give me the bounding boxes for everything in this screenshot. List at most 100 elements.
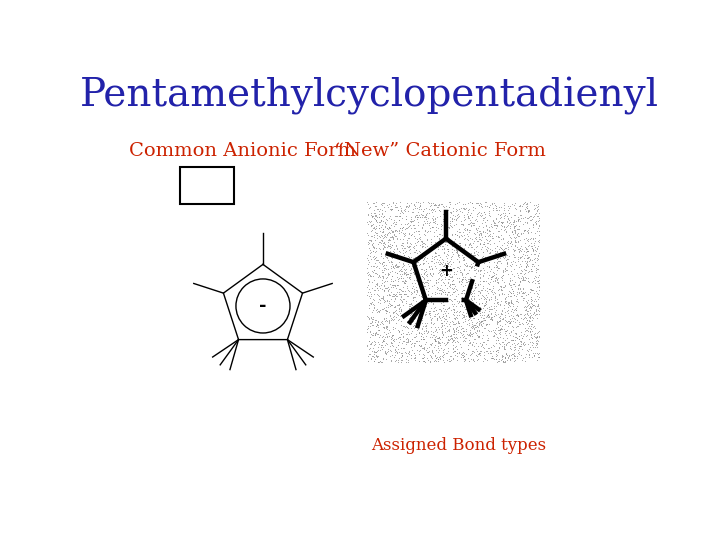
Point	[402, 202, 413, 211]
Point	[463, 231, 474, 240]
Point	[498, 212, 510, 220]
Point	[483, 206, 495, 215]
Point	[442, 269, 454, 278]
Text: +: +	[439, 261, 453, 280]
Point	[516, 292, 528, 300]
Point	[521, 200, 532, 208]
Point	[514, 254, 526, 262]
Point	[447, 305, 459, 313]
Point	[484, 203, 495, 212]
Point	[510, 334, 522, 342]
Point	[485, 308, 497, 317]
Point	[533, 276, 544, 285]
Point	[464, 211, 475, 219]
Point	[410, 282, 422, 291]
Point	[525, 238, 536, 247]
Point	[425, 265, 436, 273]
Point	[496, 272, 508, 280]
Point	[378, 314, 390, 322]
Point	[409, 353, 420, 361]
Point	[438, 316, 449, 325]
Point	[467, 355, 479, 364]
Point	[469, 328, 480, 336]
Point	[387, 342, 399, 350]
Point	[521, 266, 532, 274]
Point	[377, 332, 389, 340]
Point	[397, 242, 408, 251]
Point	[367, 344, 379, 353]
Point	[513, 342, 525, 350]
Point	[471, 225, 482, 234]
Point	[414, 259, 426, 268]
Point	[385, 206, 397, 214]
Point	[526, 227, 537, 236]
Point	[418, 282, 429, 291]
Point	[494, 300, 505, 308]
Point	[442, 296, 454, 305]
Point	[451, 248, 462, 257]
Point	[480, 294, 492, 303]
Point	[431, 278, 442, 287]
Point	[432, 337, 444, 346]
Point	[499, 320, 510, 328]
Point	[478, 238, 490, 246]
Point	[392, 262, 403, 271]
Point	[447, 204, 459, 212]
Point	[420, 236, 432, 245]
Point	[463, 206, 474, 215]
Point	[383, 235, 395, 244]
Point	[364, 333, 375, 341]
Point	[370, 247, 382, 255]
Point	[411, 264, 423, 273]
Point	[390, 227, 401, 235]
Point	[498, 239, 510, 248]
Point	[453, 239, 464, 248]
Point	[491, 320, 503, 329]
Point	[405, 218, 416, 226]
Point	[428, 312, 440, 320]
Point	[433, 312, 445, 321]
Point	[378, 295, 390, 304]
Point	[400, 289, 411, 298]
Point	[402, 218, 414, 227]
Point	[373, 340, 384, 348]
Point	[489, 326, 500, 334]
Point	[387, 339, 398, 347]
Point	[460, 278, 472, 287]
Point	[394, 285, 405, 294]
Point	[470, 224, 482, 232]
Point	[512, 312, 523, 320]
Point	[429, 215, 441, 224]
Point	[512, 213, 523, 221]
Point	[459, 234, 471, 242]
Point	[445, 198, 456, 207]
Point	[407, 262, 418, 271]
Point	[413, 208, 424, 217]
Point	[437, 254, 449, 263]
Point	[531, 340, 542, 348]
Point	[464, 315, 475, 324]
Point	[500, 350, 511, 359]
Point	[441, 249, 453, 258]
Point	[446, 245, 458, 254]
Point	[453, 321, 464, 330]
Point	[499, 252, 510, 261]
Point	[426, 214, 438, 222]
Point	[460, 356, 472, 364]
Point	[441, 237, 453, 246]
Point	[470, 306, 482, 315]
Point	[479, 218, 490, 226]
Point	[501, 326, 513, 335]
Point	[462, 220, 474, 229]
Point	[529, 333, 541, 342]
Point	[405, 264, 417, 273]
Point	[385, 356, 397, 365]
Point	[369, 269, 380, 278]
Point	[377, 225, 389, 233]
Point	[369, 330, 381, 339]
Point	[488, 355, 500, 363]
Point	[385, 251, 397, 260]
Point	[457, 353, 469, 362]
Point	[500, 341, 512, 349]
Point	[475, 317, 487, 326]
